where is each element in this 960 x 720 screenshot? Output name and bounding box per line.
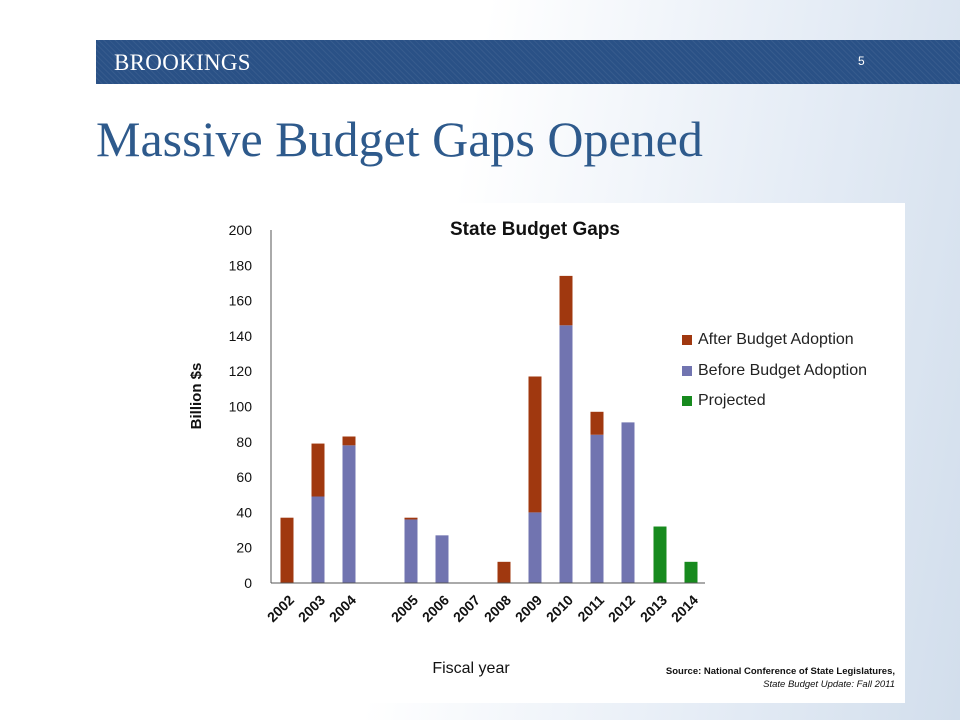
chart-panel: State Budget Gaps Billion $s Fiscal year… [182,203,905,703]
y-tick-label: 120 [229,363,253,379]
y-tick-label: 0 [244,575,252,591]
legend-item-before: Before Budget Adoption [682,356,867,387]
bar-2014-projected [684,561,698,583]
x-tick-label: 2010 [543,592,576,625]
y-tick-label: 40 [236,504,252,520]
x-tick-label: 2008 [481,592,514,625]
x-tick-label: 2003 [295,592,328,625]
x-tick-label: 2009 [512,592,545,625]
brand-logo: BROOKINGS [114,50,251,75]
legend-swatch-projected [682,396,692,407]
y-tick-label: 100 [229,399,253,415]
bar-2002-after-budget-adoption [280,517,294,583]
y-tick-label: 140 [229,328,253,344]
bar-2013-projected [653,526,667,583]
x-tick-label: 2006 [419,592,452,625]
bar-2010-after-budget-adoption [559,275,573,326]
x-tick-label: 2012 [605,592,638,625]
source-label: Source: National Conference of State Leg… [665,666,895,677]
legend-label-before: Before Budget Adoption [698,361,868,379]
x-tick-label: 2011 [574,592,607,625]
y-tick-label: 180 [229,257,253,273]
chart-title: State Budget Gaps [450,219,620,240]
bar-2009-before-budget-adoption [528,512,542,583]
y-axis-ticks: 0 20 40 60 80 100 120 140 160 180 200 [229,222,253,591]
bar-2011-after-budget-adoption [590,411,604,435]
y-tick-label: 60 [236,469,252,485]
legend-swatch-after [682,335,692,346]
bar-2006-before-budget-adoption [435,535,449,583]
bar-2003-after-budget-adoption [311,443,325,497]
x-axis-label: Fiscal year [432,660,510,677]
bar-2005-after-budget-adoption [404,517,418,520]
y-tick-label: 160 [229,293,253,309]
source-note: Source: National Conference of State Leg… [666,665,895,691]
bar-2009-after-budget-adoption [528,376,542,513]
x-tick-label: 2005 [388,592,421,625]
budget-gaps-chart: State Budget Gaps Billion $s Fiscal year… [188,219,705,677]
bar-2008-after-budget-adoption [497,561,511,583]
page-number: 5 [858,54,865,68]
x-tick-label: 2014 [668,592,701,625]
bar-2011-before-budget-adoption [590,434,604,583]
legend-swatch-before [682,365,692,376]
legend-label-projected: Projected [698,392,766,410]
x-tick-label: 2007 [450,592,483,625]
header-banner: BROOKINGS 5 [96,40,960,84]
bar-2005-before-budget-adoption [404,519,418,583]
x-tick-label: 2004 [326,592,359,625]
slide-title: Massive Budget Gaps Opened [96,111,703,167]
bar-2012-before-budget-adoption [621,422,635,583]
legend-item-projected: Projected [682,386,867,417]
x-tick-label: 2013 [637,592,670,625]
y-tick-label: 200 [229,222,253,238]
bar-2004-before-budget-adoption [342,445,356,583]
legend-label-after: After Budget Adoption [698,331,854,349]
legend-item-after: After Budget Adoption [682,325,867,356]
y-axis-label: Billion $s [188,363,205,430]
chart-legend: After Budget Adoption Before Budget Adop… [682,325,867,417]
bar-2004-after-budget-adoption [342,436,356,446]
bar-series [280,275,698,583]
source-publication: State Budget Update: Fall 2011 [763,679,895,690]
y-tick-label: 80 [236,434,252,450]
y-tick-label: 20 [236,540,252,556]
x-tick-label: 2002 [264,592,297,625]
bar-2003-before-budget-adoption [311,496,325,583]
bar-2010-before-budget-adoption [559,325,573,583]
